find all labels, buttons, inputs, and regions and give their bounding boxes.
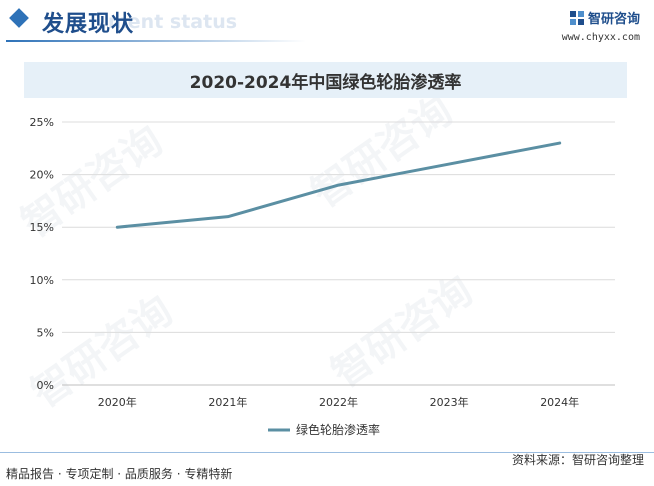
series-line xyxy=(115,141,562,229)
footer-slogan: 精品报告 · 专项定制 · 品质服务 · 专精特新 xyxy=(6,467,233,481)
y-tick-label: 20% xyxy=(30,169,54,182)
y-tick-label: 25% xyxy=(30,116,54,129)
chart-title-bar: 2020-2024年中国绿色轮胎渗透率 xyxy=(24,62,627,98)
x-tick-label: 2021年 xyxy=(208,395,247,409)
brand-name: 智研咨询 xyxy=(587,12,640,27)
legend-label: 绿色轮胎渗透率 xyxy=(296,422,380,437)
source-note: 资料来源：智研咨询整理 xyxy=(511,453,644,467)
section-header: ment status 发展现状 智研咨询 www.chyxx.com xyxy=(0,0,654,52)
footer-divider xyxy=(0,452,654,453)
header-divider xyxy=(6,40,306,42)
y-tick-label: 10% xyxy=(30,274,54,287)
line-chart: 0% 5% 10% 15% 20% 25% 2020年 2021年 2022年 2023年 2024… xyxy=(30,116,615,437)
section-subtitle: ment status xyxy=(108,11,238,33)
x-tick-label: 2023年 xyxy=(430,395,469,409)
brand-url: www.chyxx.com xyxy=(561,32,640,43)
diamond-icon xyxy=(9,8,29,28)
section-title: 发展现状 xyxy=(42,12,135,37)
x-tick-label: 2022年 xyxy=(319,395,358,409)
brand-mark-icon xyxy=(569,10,584,25)
brand-logo: 智研咨询 www.chyxx.com xyxy=(562,8,640,43)
y-tick-label: 0% xyxy=(37,379,54,392)
y-tick-label: 5% xyxy=(37,326,54,339)
chart-title: 2020-2024年中国绿色轮胎渗透率 xyxy=(189,72,462,93)
x-tick-label: 2024年 xyxy=(540,395,579,409)
y-tick-label: 15% xyxy=(30,221,54,234)
x-tick-label: 2020年 xyxy=(98,395,137,409)
